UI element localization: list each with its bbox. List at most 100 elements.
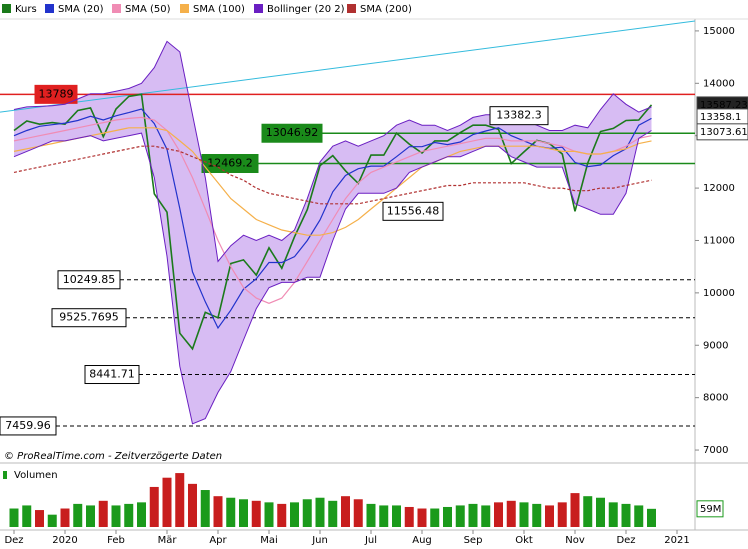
- bollinger-lower: [13, 130, 652, 425]
- legend-swatch: [254, 4, 263, 13]
- legend-label: SMA (20): [58, 4, 104, 15]
- x-tick-label: Dez: [4, 535, 23, 546]
- level-label: 10249.85: [63, 273, 116, 286]
- volume-bar: [149, 486, 159, 527]
- level-label: 13789: [39, 87, 74, 100]
- x-tick-label: Feb: [107, 535, 125, 546]
- volume-bar: [277, 503, 287, 527]
- level-label-box: [0, 416, 57, 436]
- volume-bar: [35, 510, 44, 527]
- legend-label: SMA (100): [193, 4, 245, 15]
- volume-bar: [98, 500, 108, 527]
- sma-line: [13, 116, 652, 304]
- legend-label: Kurs: [15, 4, 37, 15]
- legend-swatch: [2, 4, 11, 13]
- x-tick-label: Nov: [565, 535, 585, 546]
- annotation-label: 13382.3: [496, 109, 542, 122]
- x-tick-label: 2020: [52, 535, 77, 546]
- volume-bar: [213, 496, 223, 527]
- legend-swatch: [180, 4, 189, 13]
- volume-bar: [328, 500, 338, 527]
- level-label-box: [261, 123, 323, 143]
- level-label-box: [57, 270, 121, 290]
- volume-bar: [264, 502, 274, 527]
- price-tag-label: 13587.23: [700, 100, 748, 111]
- volume-bar: [417, 508, 427, 527]
- volume-bar: [557, 502, 567, 527]
- level-label: 12469.2: [207, 157, 253, 170]
- annotation-box: [489, 106, 549, 126]
- volume-bar: [621, 503, 631, 527]
- x-tick-label: 2021: [664, 535, 689, 546]
- volume-bar: [583, 496, 593, 527]
- volume-bar: [73, 503, 83, 527]
- level-label: 13046.92: [266, 126, 319, 139]
- y-tick-label: 9000: [703, 340, 728, 351]
- level-label-box: [34, 84, 78, 104]
- x-tick-label: Jun: [311, 535, 328, 546]
- price-tag-label: 13358.1: [700, 112, 741, 123]
- level-label: 9525.7695: [59, 311, 119, 324]
- price-tag-label: 13073.61: [700, 127, 748, 138]
- y-tick-label: 12000: [703, 183, 735, 194]
- volume-bar: [124, 503, 134, 527]
- volume-bar: [111, 505, 121, 527]
- legend-swatch: [45, 4, 54, 13]
- volume-bar: [455, 505, 465, 527]
- y-tick-label: 10000: [703, 288, 735, 299]
- volume-bar: [302, 499, 312, 527]
- volume-bar: [506, 500, 516, 527]
- volume-bar: [353, 499, 363, 527]
- volume-bar: [481, 505, 491, 527]
- volume-tag-label: 59M: [700, 504, 721, 515]
- level-label: 8441.71: [89, 368, 135, 381]
- y-tick-label: 14000: [703, 78, 735, 89]
- volume-bar: [519, 502, 529, 527]
- volume-bar: [200, 490, 210, 527]
- x-tick-label: Mär: [158, 535, 178, 546]
- volume-bar: [86, 505, 95, 527]
- legend-label: SMA (200): [360, 4, 412, 15]
- x-tick-label: Apr: [209, 535, 227, 546]
- volume-bar: [404, 506, 414, 527]
- volume-bar: [341, 496, 350, 527]
- volume-tag: [696, 500, 724, 518]
- bollinger-upper: [13, 40, 652, 263]
- volume-icon: [3, 471, 7, 479]
- volume-bar: [468, 503, 478, 527]
- y-tick-label: 7000: [703, 445, 728, 456]
- x-tick-label: Okt: [515, 535, 533, 546]
- annotation-box: [382, 201, 444, 221]
- legend-swatch: [112, 4, 121, 13]
- volume-bar: [647, 508, 656, 527]
- volume-bar: [379, 505, 389, 527]
- legend-label: SMA (50): [125, 4, 171, 15]
- volume-bar: [239, 499, 248, 527]
- level-label-box: [51, 308, 127, 328]
- volume-bar: [494, 502, 503, 527]
- sma-line: [13, 127, 652, 236]
- volume-bar: [430, 508, 440, 527]
- volume-bar: [392, 505, 401, 527]
- volume-bar: [175, 473, 185, 527]
- volume-bar: [188, 483, 197, 527]
- price-tag: [696, 123, 748, 141]
- volume-bar: [290, 502, 299, 527]
- x-tick-label: Mai: [260, 535, 278, 546]
- volume-bar: [532, 503, 542, 527]
- volume-bar: [634, 505, 644, 527]
- volume-bar: [608, 502, 618, 527]
- volume-bar: [162, 477, 172, 527]
- y-tick-label: 8000: [703, 393, 728, 404]
- footer: © ProRealTime.com - Zeitverzögerte Daten: [4, 451, 222, 462]
- level-label: 7459.96: [5, 419, 51, 432]
- volume-title: Volumen: [14, 470, 58, 481]
- volume-bar: [22, 505, 32, 527]
- volume-bar: [315, 497, 325, 527]
- x-tick-label: Jul: [364, 535, 377, 546]
- level-label-box: [84, 365, 140, 385]
- volume-bar: [9, 508, 19, 527]
- volume-bar: [137, 502, 146, 527]
- x-tick-label: Dez: [616, 535, 635, 546]
